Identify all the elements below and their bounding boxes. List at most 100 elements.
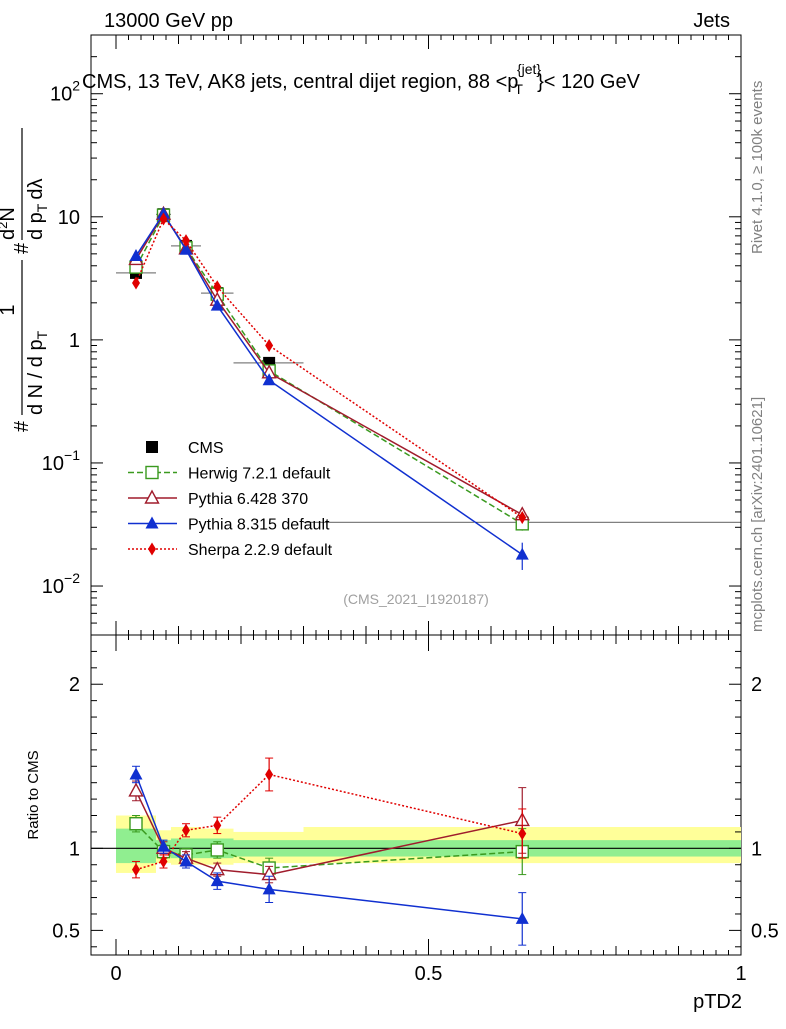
title-main: CMS, 13 TeV, AK8 jets, central dijet reg… — [82, 71, 518, 93]
data-point — [262, 373, 276, 386]
y-tick-label-base: 10 — [42, 576, 64, 598]
ratio-data-point — [128, 782, 144, 797]
ylabel-n: N — [0, 207, 19, 221]
ratio-uncertainty-bands — [116, 815, 741, 873]
y-tick-label-base: 10 — [42, 453, 64, 475]
ratio-y-tick-label-right: 1 — [751, 838, 762, 860]
y-tick-label: 1 — [69, 330, 80, 352]
y-tick-label: 102 — [50, 78, 80, 106]
legend-marker — [145, 465, 159, 480]
ylabel-pt-sub-2: T — [34, 203, 50, 212]
data-point — [182, 234, 190, 248]
y-tick-label-base: 10 — [58, 207, 80, 229]
data-point — [210, 298, 224, 311]
data-point — [129, 249, 143, 262]
legend-item-pythia-8-315-default: Pythia 8.315 default — [128, 516, 330, 534]
y-tick-label: 10−1 — [42, 447, 80, 475]
x-axis-label: pTD2 — [693, 991, 742, 1013]
legend-label: CMS — [188, 440, 224, 457]
ratio-data-point — [182, 823, 190, 837]
ratio-y-tick-label-left: 2 — [69, 674, 80, 696]
legend-item-sherpa-2-2-9-default: Sherpa 2.2.9 default — [128, 542, 333, 559]
legend-label: Sherpa 2.2.9 default — [188, 542, 333, 559]
ratio-data-point — [129, 817, 143, 831]
ratio-data-point — [179, 854, 193, 867]
series-pythia-8-315-default — [129, 206, 529, 570]
y-tick-label-exponent: 2 — [72, 78, 80, 94]
plot-title: CMS, 13 TeV, AK8 jets, central dijet reg… — [82, 61, 641, 97]
y-tick-label-base: 1 — [69, 330, 80, 352]
ratio-data-point — [515, 911, 529, 924]
series-sherpa-2-2-9-default — [132, 212, 527, 525]
ylabel-d2n: d2N — [0, 207, 19, 240]
ratio-series-line — [135, 774, 523, 920]
rivet-version-label: Rivet 4.1.0, ≥ 100k events — [749, 81, 766, 254]
x-tick-label: 1 — [735, 963, 746, 985]
ratio-series-sherpa-2-2-9-default — [132, 757, 527, 879]
series-line — [135, 213, 523, 525]
legend: CMS Herwig 7.2.1 default Pythia 6.428 370 P… — [128, 440, 333, 559]
y-tick-label-exponent: −1 — [64, 447, 80, 463]
ratio-data-point — [518, 827, 527, 841]
ylabel-one: 1 — [0, 304, 19, 315]
main-series-layer — [116, 205, 741, 570]
ylabel-sq: 2 — [0, 222, 10, 229]
legend-item-pythia-6-428-370: Pythia 6.428 370 — [128, 489, 308, 508]
data-point — [515, 547, 529, 560]
data-point — [179, 242, 193, 255]
data-point — [518, 511, 527, 525]
x-tick-label: 0 — [110, 963, 121, 985]
data-point — [213, 280, 222, 294]
ylabel-pt-sub: T — [34, 330, 50, 339]
title-end: }< 120 GeV — [537, 71, 641, 93]
ratio-data-point — [262, 882, 276, 895]
x-tick-label: 0.5 — [415, 963, 443, 985]
source-label: mcplots.cern.ch [arXiv:2401.10621] — [749, 397, 766, 632]
ratio-data-point — [210, 843, 224, 857]
series-line — [135, 217, 523, 519]
ratio-y-tick-label-right: 2 — [751, 674, 762, 696]
y-axis-label: # 1 d N / d pT # d2N d pTdλ — [0, 128, 50, 432]
legend-item-cms: CMS — [146, 440, 224, 457]
legend-label: Pythia 6.428 370 — [188, 491, 308, 508]
series-line — [135, 212, 523, 556]
legend-marker — [146, 441, 158, 453]
title-sub: T — [514, 81, 523, 97]
y-tick-label: 10−2 — [42, 570, 80, 598]
ratio-y-tick-label-left: 1 — [69, 838, 80, 860]
ylabel-denominator-2: d pTdλ — [25, 179, 50, 241]
ratio-y-tick-label-right: 0.5 — [751, 920, 779, 942]
ylabel-dpt: d p — [25, 212, 47, 240]
ratio-data-point — [129, 767, 143, 780]
ratio-y-tick-label-left: 0.5 — [52, 920, 80, 942]
ratio-data-point — [159, 854, 168, 868]
ylabel-hash-2: # — [11, 242, 33, 254]
y-tick-label-base: 10 — [50, 84, 72, 106]
data-point — [265, 339, 274, 353]
energy-label: 13000 GeV pp — [104, 10, 233, 32]
ylabel-denominator: d N / d pT — [25, 330, 50, 415]
ylabel-dlambda: dλ — [25, 179, 47, 200]
legend-label: Pythia 8.315 default — [188, 517, 330, 534]
data-point — [132, 276, 140, 290]
legend-marker — [145, 516, 159, 529]
ratio-series-line — [135, 790, 523, 876]
ratio-data-point — [132, 863, 140, 877]
ratio-data-point — [157, 839, 170, 852]
y-tick-label: 10 — [58, 207, 80, 229]
legend-item-herwig-7-2-1-default: Herwig 7.2.1 default — [128, 466, 331, 483]
ratio-y-label: Ratio to CMS — [25, 750, 42, 839]
ratio-series-pythia-8-315-default — [129, 765, 529, 946]
ylabel-dn-dpt: d N / d p — [25, 339, 47, 415]
ratio-axis-ticks: 0.5 0.51 12 20 0.5 1 — [52, 635, 779, 985]
ratio-series-layer — [128, 757, 530, 946]
ratio-data-point — [213, 818, 222, 832]
legend-label: Herwig 7.2.1 default — [188, 466, 331, 483]
ylabel-d: d — [0, 229, 19, 240]
ratio-data-point — [265, 767, 274, 781]
data-point — [159, 212, 168, 226]
